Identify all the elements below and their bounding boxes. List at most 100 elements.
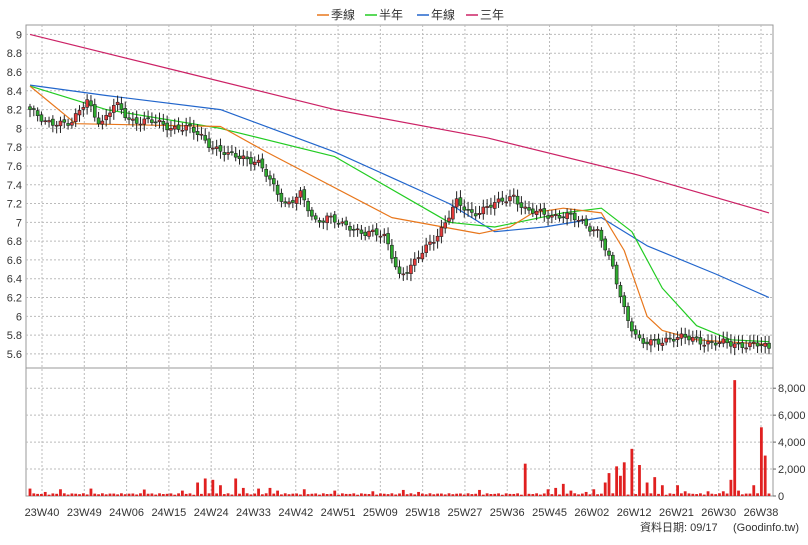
candle — [428, 234, 432, 251]
candle-body — [291, 200, 295, 203]
price-tick-label-16: 5.8 — [7, 330, 22, 342]
x-tick-label-16: 26W30 — [701, 507, 736, 519]
candle-body — [138, 123, 143, 126]
volume-bar — [573, 493, 577, 496]
price-tick-label-14: 6.2 — [7, 293, 22, 305]
footer-label: 資料日期: 09/17 — [640, 520, 718, 534]
volume-bar — [104, 494, 108, 496]
candle — [138, 116, 143, 132]
volume-bar — [516, 493, 519, 496]
candle-body — [431, 242, 436, 244]
candle-body — [656, 338, 661, 345]
candles-layer — [28, 94, 771, 356]
candle-body — [294, 196, 299, 204]
volume-bar — [295, 493, 299, 496]
price-tick-label-7: 7.6 — [7, 161, 22, 173]
volume-bar — [455, 493, 459, 496]
volume-bar — [767, 493, 771, 496]
candle-body — [664, 337, 668, 343]
volume-bar — [180, 490, 184, 496]
price-tick-label-12: 6.6 — [7, 255, 22, 267]
candle-body — [611, 254, 615, 267]
volume-bar — [622, 462, 626, 496]
volume-bar — [497, 493, 500, 496]
candle — [112, 98, 116, 120]
candle — [504, 194, 508, 207]
volume-bar — [112, 493, 116, 496]
candle — [652, 334, 657, 348]
volume-bar — [748, 493, 752, 496]
candle-body — [245, 156, 249, 160]
price-tick-label-5: 8 — [16, 123, 22, 135]
candle-body — [180, 129, 185, 132]
candle-body — [51, 118, 55, 126]
candle — [96, 111, 101, 128]
candle — [751, 334, 756, 349]
volume-bar — [100, 493, 104, 496]
candle — [553, 209, 558, 220]
candle-body — [104, 115, 108, 121]
candle-body — [161, 121, 166, 125]
candle-body — [671, 338, 676, 342]
candle-body — [588, 226, 592, 232]
volume-bar — [565, 493, 569, 496]
candle-body — [412, 258, 417, 266]
volume-bar — [539, 494, 542, 496]
candle-body — [736, 342, 741, 345]
candle — [572, 208, 577, 228]
candle-body — [626, 306, 630, 321]
axes: 9 8.8 8.6 8.4 8.2 8 7.8 7.6 7.4 7.2 7 6.8 6.6 6.4 6.2 6… — [7, 29, 806, 519]
candle — [550, 210, 554, 224]
volume-bar — [283, 493, 287, 496]
candle — [340, 217, 345, 227]
candle — [717, 334, 722, 348]
volume-bar — [375, 494, 379, 496]
legend-label-2: 年線 — [431, 7, 455, 22]
volume-bar — [177, 493, 180, 496]
candle — [607, 248, 611, 261]
candle — [611, 252, 615, 270]
price-tick-label-13: 6.4 — [7, 274, 22, 286]
volume-bar — [43, 491, 47, 496]
volume-bar — [672, 493, 676, 496]
candle — [336, 219, 341, 228]
candle-body — [371, 229, 375, 232]
candle-body — [184, 124, 188, 131]
candle-body — [595, 229, 600, 231]
candle — [630, 317, 634, 338]
candle-body — [390, 244, 394, 259]
candle-body — [515, 195, 520, 205]
volume-bar — [657, 493, 660, 496]
volume-bar — [440, 493, 443, 496]
x-tick-label-13: 26W02 — [574, 507, 609, 519]
candle — [35, 107, 40, 122]
volume-bar — [287, 494, 291, 496]
volume-bar — [428, 493, 432, 496]
candle — [496, 191, 501, 208]
candle — [302, 186, 307, 208]
candle — [759, 337, 764, 353]
candle — [527, 201, 531, 215]
volume-bar — [630, 448, 634, 496]
candle — [591, 226, 596, 237]
price-tick-label-0: 9 — [16, 29, 22, 41]
candle-body — [599, 229, 604, 241]
candle-body — [241, 155, 246, 159]
volume-bar — [638, 465, 641, 496]
volume-bar — [245, 493, 249, 496]
volume-bar — [542, 493, 546, 496]
candle — [576, 216, 581, 228]
candle — [603, 236, 608, 257]
volume-bar — [401, 489, 405, 496]
candle-body — [679, 333, 684, 339]
candle — [237, 149, 242, 165]
candle — [729, 334, 733, 354]
candle-body — [729, 341, 733, 347]
candle — [679, 327, 684, 346]
candle-body — [401, 273, 406, 276]
candle — [489, 197, 493, 215]
candle — [401, 267, 406, 281]
volume-bar — [759, 427, 763, 496]
volume-bar — [154, 494, 158, 496]
candle — [622, 292, 627, 315]
